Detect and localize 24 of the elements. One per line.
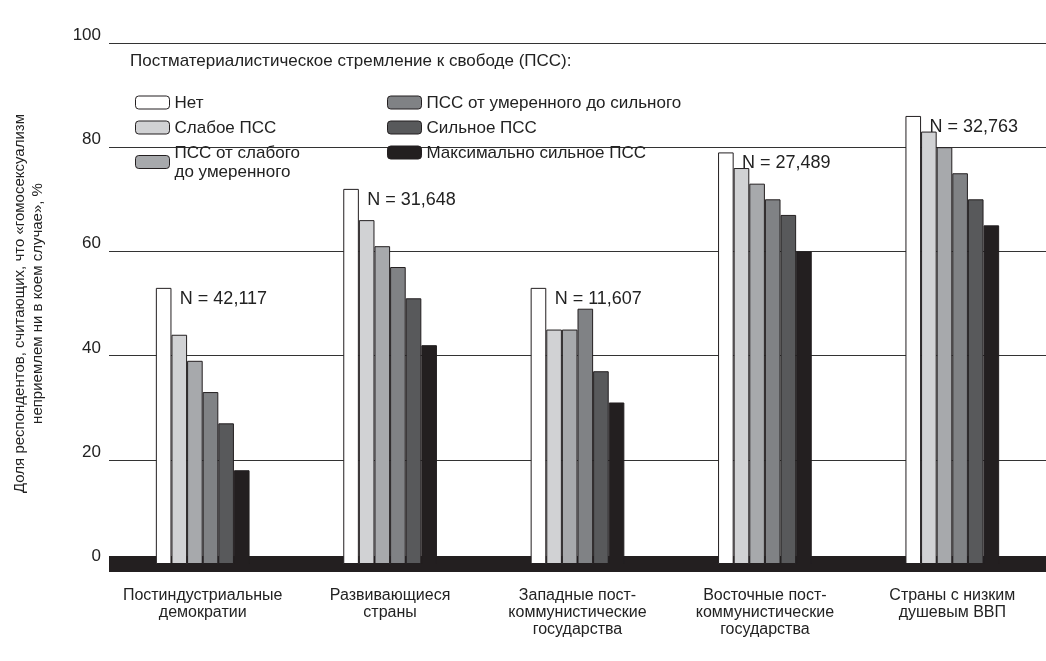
y-tick-label: 80 [82,129,101,149]
y-tick-label: 100 [72,25,101,44]
annotation: N = 11,607 [554,287,642,308]
annotation: N = 31,648 [367,188,456,209]
annotation: N = 27,489 [742,152,831,173]
legend-label: ПСС от умеренного до сильного [426,93,682,112]
annotation: N = 32,763 [929,115,1019,136]
legend-label: Слабое ПСС [174,118,277,137]
x-tick-label: Страны с низким душевым ВВП [889,586,1016,620]
legend-title: Постматериалистическое стремление к свободе (ПСС): [130,51,572,70]
legend-label: ПСС от слабого до умеренного [174,143,300,181]
x-tick-label: Развивающиеся страны [329,586,451,620]
legend-label: Сильное ПСС [426,118,537,137]
y-tick-label: 20 [82,441,101,461]
y-tick-label: 0 [91,546,101,565]
x-tick-label: Постиндустриальные демократии [122,586,283,620]
x-tick-label: Западные пост-коммунистические государства [508,586,647,637]
legend-label: Нет [174,93,204,112]
annotation: N = 42,117 [179,287,268,308]
y-tick-label: 60 [82,233,101,253]
y-tick-label: 40 [82,337,101,357]
x-tick-label: Восточные пост-коммунистические государства [695,586,835,637]
legend-label: Максимально сильное ПСС [426,143,646,162]
y-axis-title: Доля респондентов, считающих, что «гомосексуализм неприемлем ни в коем случае», % [9,114,45,493]
